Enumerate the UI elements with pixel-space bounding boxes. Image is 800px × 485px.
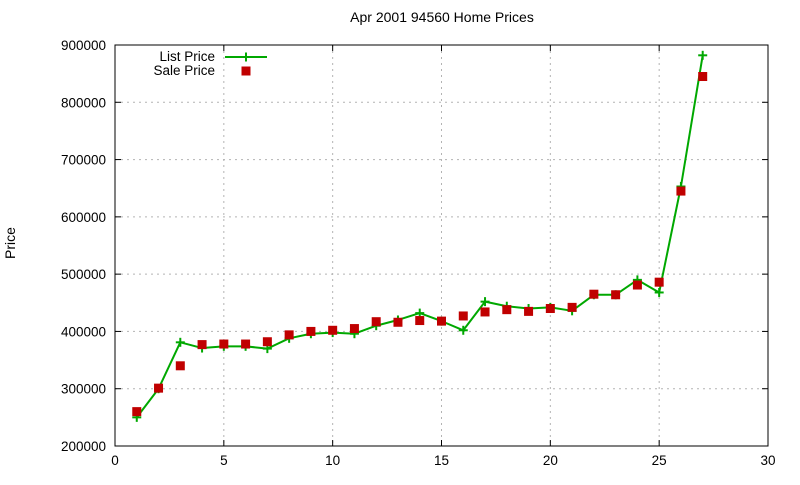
y-tick-label: 900000 xyxy=(61,38,106,53)
sale-price-marker xyxy=(502,305,512,315)
tick-layer: 0 5 10 15 20 25 30 200000 300000 400000 500000 6000… xyxy=(61,38,776,468)
chart-title: Apr 2001 94560 Home Prices xyxy=(350,9,534,25)
sale-price-marker xyxy=(480,307,490,317)
sale-price-marker xyxy=(197,340,207,350)
sale-price-marker xyxy=(154,383,164,393)
sale-price-marker xyxy=(241,339,251,349)
sale-price-marker xyxy=(611,290,621,300)
sale-price-marker xyxy=(567,302,577,312)
sale-price-marker xyxy=(654,277,664,287)
sale-price-marker xyxy=(632,280,642,290)
sale-price-marker xyxy=(545,304,555,314)
series-line xyxy=(135,55,704,418)
sale-price-marker xyxy=(524,306,534,316)
y-axis-label: Price xyxy=(2,227,18,259)
sale-price-marker xyxy=(306,326,316,336)
series-sale-price xyxy=(132,72,708,417)
x-tick-label: 25 xyxy=(652,453,667,468)
y-tick-label: 500000 xyxy=(61,267,106,282)
x-tick-label: 0 xyxy=(111,453,119,468)
sale-price-marker xyxy=(437,316,446,326)
series-layer xyxy=(132,50,708,422)
sale-price-marker xyxy=(676,186,686,196)
sale-price-marker xyxy=(698,72,708,82)
sale-price-marker xyxy=(415,316,425,326)
sale-price-marker xyxy=(371,317,381,327)
sale-price-marker xyxy=(349,324,359,334)
sale-price-marker xyxy=(393,317,403,327)
x-tick-label: 30 xyxy=(760,453,775,468)
y-tick-label: 700000 xyxy=(61,153,106,168)
x-tick-label: 15 xyxy=(434,453,449,468)
legend-square-sample xyxy=(241,66,251,76)
y-tick-label: 800000 xyxy=(61,95,106,110)
legend-label: List Price xyxy=(159,49,215,64)
sale-price-marker xyxy=(132,407,142,417)
sale-price-marker xyxy=(328,325,338,335)
grid-layer xyxy=(115,45,768,446)
sale-price-marker xyxy=(458,311,468,321)
sale-price-marker xyxy=(284,330,294,340)
sale-price-marker xyxy=(175,361,185,371)
y-tick-label: 400000 xyxy=(61,324,106,339)
sale-price-marker xyxy=(262,337,272,347)
x-tick-label: 20 xyxy=(543,453,558,468)
legend-entry-sale-price: Sale Price xyxy=(153,63,251,78)
y-tick-label: 300000 xyxy=(61,382,106,397)
sale-price-marker xyxy=(219,339,229,349)
x-tick-label: 10 xyxy=(325,453,340,468)
sale-price-marker xyxy=(589,289,599,299)
legend-label: Sale Price xyxy=(153,63,215,78)
legend-entry-list-price: List Price xyxy=(159,49,267,64)
x-tick-label: 5 xyxy=(220,453,228,468)
series-list-price xyxy=(132,50,708,422)
y-tick-label: 600000 xyxy=(61,210,106,225)
y-tick-label: 200000 xyxy=(61,439,106,454)
